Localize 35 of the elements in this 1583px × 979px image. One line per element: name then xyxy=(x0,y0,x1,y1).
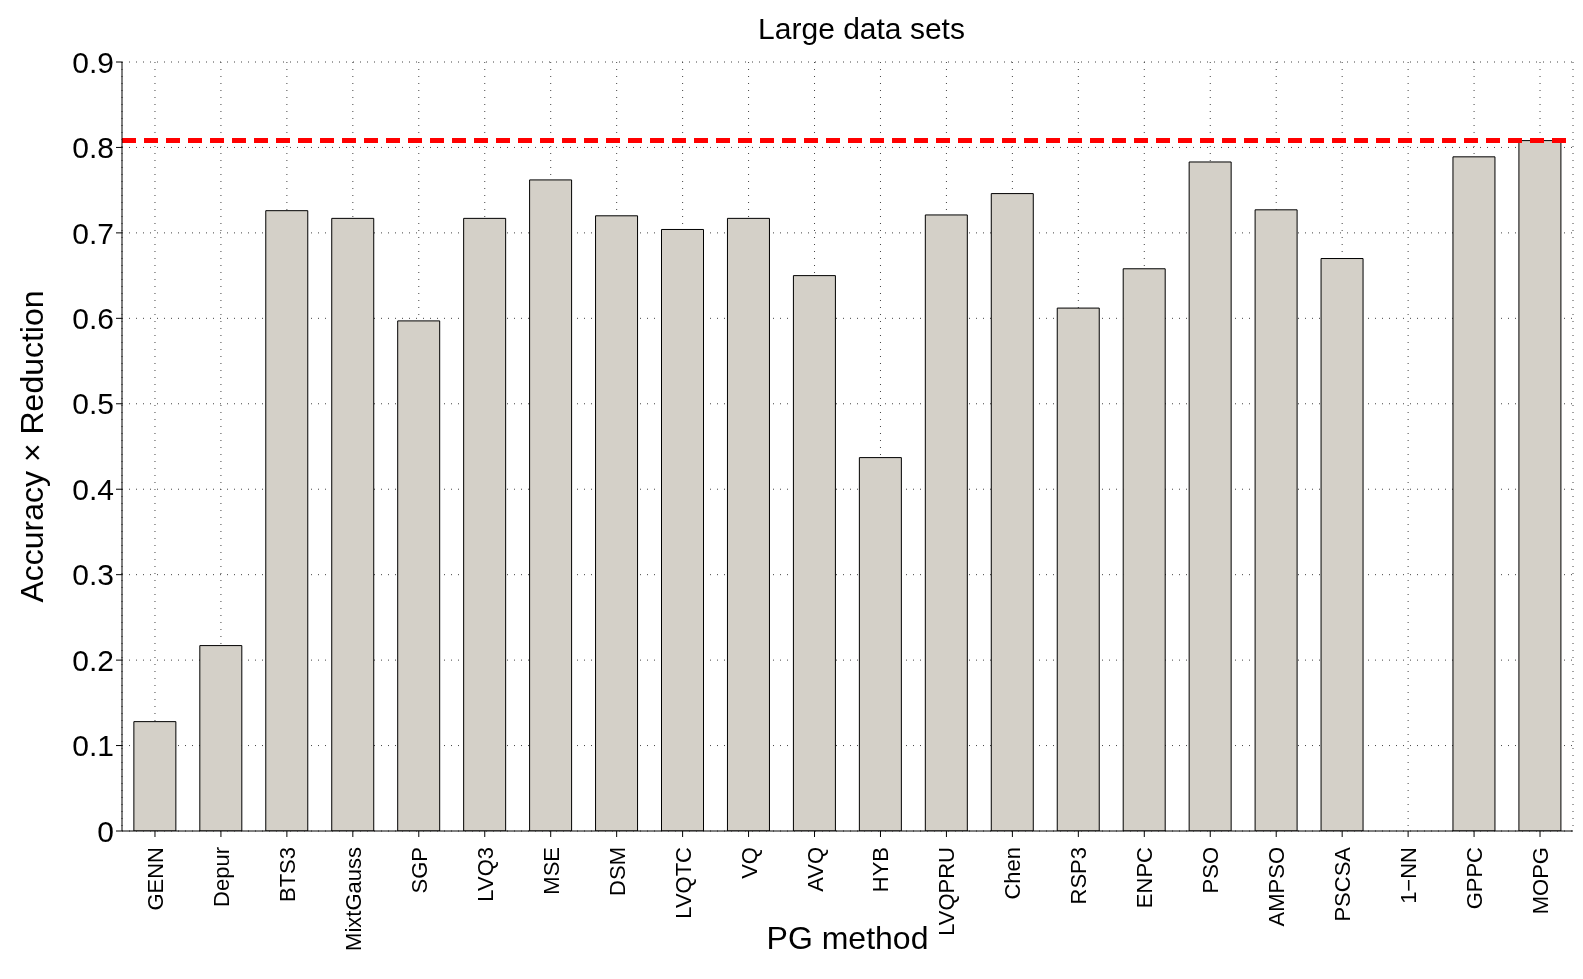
x-tick-label: RSP3 xyxy=(1066,847,1092,905)
x-tick-label: PSCSA xyxy=(1330,846,1356,922)
y-tick-label: 0 xyxy=(97,814,114,848)
x-tick-label: DSM xyxy=(604,847,630,896)
x-tick-label: LVQTC xyxy=(670,846,696,919)
y-tick-label: 0.1 xyxy=(72,729,114,763)
x-tick-label: LVQPRU xyxy=(934,847,960,936)
y-tick-label: 0.6 xyxy=(72,301,114,335)
y-tick-label: 0.5 xyxy=(72,387,114,421)
x-tick-label: LVQ3 xyxy=(472,847,498,902)
x-tick-label: GPPC xyxy=(1462,846,1488,910)
x-tick-label: 1−NN xyxy=(1396,847,1422,904)
x-tick-label: AMPSO xyxy=(1264,847,1290,927)
x-tick-label: SGP xyxy=(406,847,432,894)
x-tick-label: PSO xyxy=(1198,847,1224,894)
y-axis-title: Accuracy × Reduction xyxy=(14,290,51,603)
x-tick-label: MixtGauss xyxy=(340,847,366,951)
y-tick-label: 0.3 xyxy=(72,558,114,592)
x-tick-label: ENPC xyxy=(1132,846,1158,909)
y-tick-label: 0.2 xyxy=(72,643,114,677)
y-tick-label: 0.9 xyxy=(72,45,114,79)
y-tick-label: 0.7 xyxy=(72,216,114,250)
x-tick-label: Chen xyxy=(1000,847,1026,900)
x-tick-label: VQ xyxy=(736,847,762,879)
x-axis-title: PG method xyxy=(766,920,929,956)
chart-title: Large data sets xyxy=(757,12,966,46)
x-tick-label: AVQ xyxy=(802,847,828,892)
y-tick-label: 0.8 xyxy=(72,131,114,165)
x-tick-label: HYB xyxy=(868,847,894,893)
x-tick-label: Depur xyxy=(208,847,234,907)
x-tick-label: MSE xyxy=(538,847,564,895)
x-tick-label: MOPG xyxy=(1528,847,1554,915)
y-tick-label: 0.4 xyxy=(72,472,114,506)
x-tick-label: GENN xyxy=(142,847,168,911)
x-tick-label: BTS3 xyxy=(274,847,300,903)
